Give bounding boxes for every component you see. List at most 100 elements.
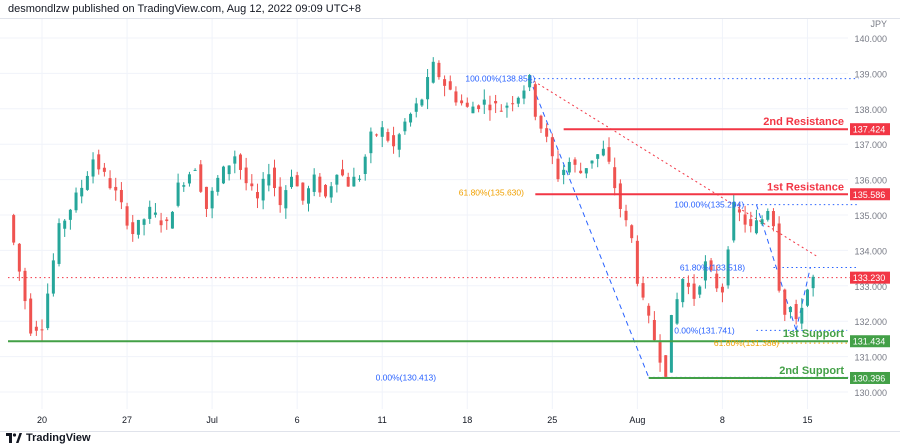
tradingview-footer[interactable]: TradingView: [6, 430, 91, 446]
candle-body: [125, 206, 129, 226]
candle-body: [136, 219, 140, 235]
candle-body: [227, 165, 231, 175]
candle-body: [686, 282, 690, 287]
candle-body: [420, 99, 424, 106]
candle-body: [488, 104, 492, 111]
candle-body: [159, 220, 163, 226]
level-price-tag: [850, 188, 890, 201]
candle-body: [267, 174, 271, 186]
candle-body: [301, 182, 305, 201]
candle-body: [749, 219, 753, 227]
fibonacci-labels: 100.00%(138.854) 61.80%(135.630) 0.00%(130…: [376, 74, 780, 383]
level-label: 1st Support: [783, 328, 844, 340]
candle-body: [51, 260, 55, 294]
candle-body: [369, 131, 373, 154]
candle-body: [805, 289, 809, 306]
candlestick-series: [12, 57, 815, 379]
candle-body: [233, 156, 237, 164]
candle-body: [352, 176, 356, 187]
candle-body: [34, 326, 38, 331]
level-price-text: 135.586: [853, 190, 886, 200]
candle-body: [698, 286, 702, 295]
candle-body: [29, 298, 33, 334]
candle-body: [216, 177, 220, 192]
candle-body: [471, 106, 475, 114]
fib-label: 61.80%(135.630): [459, 188, 524, 198]
candle-body: [431, 61, 435, 83]
candle-body: [590, 160, 594, 164]
candle-body: [545, 128, 549, 137]
level-price-text: 130.396: [853, 373, 886, 383]
candle-body: [426, 77, 430, 100]
price-axis: 130.000 131.000 132.000 133.000 134.000 135.0…: [854, 19, 887, 398]
candle-body: [290, 176, 293, 188]
candle-body: [584, 168, 588, 174]
candle-body: [329, 186, 333, 198]
candle-body: [170, 211, 174, 229]
x-tick-label: Jul: [206, 415, 218, 425]
candle-body: [386, 132, 390, 141]
candle-body: [720, 286, 724, 293]
y-tick-label: 140.000: [854, 34, 887, 44]
y-tick-label: 135.000: [854, 211, 887, 221]
candle-body: [153, 212, 157, 215]
price-chart-svg[interactable]: 2nd Resistance 137.424 1st Resistance 135.5…: [0, 19, 900, 431]
candle-body: [783, 289, 787, 315]
level-price-tag: [850, 371, 890, 384]
candle-body: [788, 306, 792, 313]
candle-body: [613, 167, 617, 189]
candle-body: [562, 169, 566, 176]
candle-body: [635, 240, 639, 284]
candle-body: [142, 219, 146, 225]
y-tick-label: 132.000: [854, 317, 887, 327]
candle-body: [414, 103, 418, 112]
tradingview-logo-icon: [6, 433, 22, 443]
candle-body: [397, 134, 401, 150]
candle-body: [482, 99, 486, 105]
candle-body: [255, 192, 259, 199]
fib-label: 100.00%(138.854): [465, 74, 535, 84]
candle-body: [80, 187, 84, 197]
candle-body: [703, 261, 707, 281]
level-price-tag: [850, 335, 890, 348]
candle-body: [278, 186, 282, 206]
y-tick-label: 130.000: [854, 388, 887, 398]
last-price-tag: [850, 271, 890, 284]
y-tick-label: 133.000: [854, 282, 887, 292]
candle-body: [363, 156, 367, 175]
candle-body: [85, 175, 89, 190]
candle-body: [573, 159, 577, 165]
candle-body: [732, 201, 736, 241]
chart-area[interactable]: 2nd Resistance 137.424 1st Resistance 135.5…: [0, 18, 900, 432]
time-axis: 20 27 Jul 6 11 18 25 Aug 8 15: [37, 415, 812, 425]
candle-body: [102, 167, 106, 172]
candle-body: [737, 209, 741, 213]
candle-body: [114, 186, 118, 191]
currency-label: JPY: [870, 19, 887, 29]
candle-body: [624, 210, 628, 221]
candle-body: [715, 273, 719, 289]
candle-body: [579, 170, 583, 174]
fib-label: 61.80%(133.518): [680, 262, 745, 272]
candle-body: [709, 260, 713, 271]
downtrend-line: [529, 78, 820, 258]
candle-body: [380, 127, 384, 137]
candle-body: [766, 211, 770, 220]
candle-body: [539, 115, 543, 129]
candle-body: [630, 225, 634, 239]
candle-body: [800, 307, 804, 324]
candle-body: [522, 90, 526, 99]
candle-body: [777, 223, 781, 291]
candle-body: [664, 355, 668, 377]
candle-body: [244, 167, 248, 184]
fib-label: 61.80%(131.380): [714, 338, 779, 348]
candle-body: [607, 147, 611, 162]
candle-body: [409, 113, 413, 123]
candle-body: [726, 249, 730, 286]
candle-body: [681, 279, 685, 303]
candle-body: [437, 62, 441, 78]
fib-label: 100.00%(135.294): [674, 200, 744, 210]
candle-body: [454, 91, 458, 103]
candle-body: [494, 100, 498, 104]
candle-body: [68, 209, 72, 220]
